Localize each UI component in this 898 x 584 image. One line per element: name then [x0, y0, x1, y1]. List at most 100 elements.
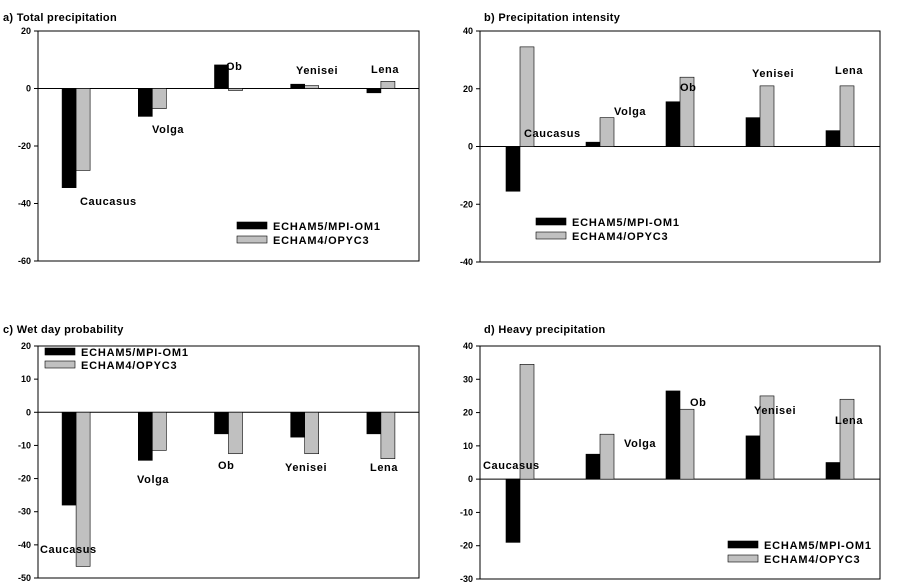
legend-swatch-series-2: [236, 235, 268, 244]
legend-swatch-series-2: [535, 231, 567, 240]
bar-lena-series-1: [366, 88, 382, 94]
y-tick-label: 40: [463, 341, 473, 351]
legend-swatch-series-1: [44, 347, 76, 356]
category-label-lena: Lena: [371, 64, 399, 76]
panel-c-wet-day-probability: c) Wet day probability 20 10 0 -10 -20 -30 -40 -…: [3, 324, 420, 583]
legend-label-series-1: ECHAM5/MPI-OM1: [273, 221, 381, 233]
category-label-volga: Volga: [614, 106, 646, 118]
category-label-caucasus: Caucasus: [40, 544, 97, 556]
category-label-lena: Lena: [835, 65, 863, 77]
y-tick-label: -20: [18, 474, 31, 484]
chart-title: c) Wet day probability: [3, 324, 124, 336]
bar-ob-series-2: [679, 408, 695, 480]
y-tick-label: 20: [463, 408, 473, 418]
bar-lena-series-2: [380, 81, 396, 89]
category-label-yenisei: Yenisei: [296, 65, 338, 77]
y-tick-label: 0: [26, 84, 31, 94]
bar-ob-series-1: [665, 101, 681, 147]
bar-yenisei-series-1: [745, 435, 761, 480]
y-tick-label: -50: [18, 573, 31, 583]
legend-label-series-2: ECHAM4/OPYC3: [273, 235, 369, 247]
bar-yenisei-series-2: [304, 85, 320, 89]
legend-label-series-1: ECHAM5/MPI-OM1: [572, 217, 680, 229]
category-label-ob: Ob: [690, 397, 706, 409]
bar-caucasus-series-1: [61, 88, 77, 188]
category-label-volga: Volga: [152, 124, 184, 136]
bar-lena-series-1: [825, 130, 841, 147]
bar-lena-series-1: [366, 411, 382, 435]
legend-label-series-2: ECHAM4/OPYC3: [81, 360, 177, 372]
y-tick-label: -30: [18, 507, 31, 517]
legend-swatch-series-1: [727, 540, 759, 549]
y-tick-label: -10: [18, 440, 31, 450]
legend-label-series-2: ECHAM4/OPYC3: [572, 231, 668, 243]
category-label-lena: Lena: [835, 415, 863, 427]
bar-caucasus-series-2: [75, 88, 91, 171]
plot-frame: [37, 345, 420, 579]
legend-label-series-1: ECHAM5/MPI-OM1: [81, 347, 189, 359]
y-tick-label: -20: [460, 541, 473, 551]
chart-title: b) Precipitation intensity: [484, 12, 621, 24]
bar-lena-series-1: [825, 462, 841, 480]
bar-lena-series-2: [839, 85, 855, 147]
category-label-yenisei: Yenisei: [752, 68, 794, 80]
bar-volga-series-2: [599, 117, 615, 147]
category-label-ob: Ob: [218, 460, 234, 472]
bar-yenisei-series-1: [745, 117, 761, 147]
legend-swatch-series-2: [44, 360, 76, 369]
y-tick-label: 10: [463, 441, 473, 451]
bar-caucasus-series-2: [75, 411, 91, 567]
bar-volga-series-2: [152, 411, 167, 451]
plot-frame: [479, 345, 881, 580]
y-tick-label: -40: [460, 257, 473, 267]
category-label-caucasus: Caucasus: [483, 460, 540, 472]
y-tick-label: 0: [468, 142, 473, 152]
category-label-caucasus: Caucasus: [80, 196, 137, 208]
category-label-yenisei: Yenisei: [285, 462, 327, 474]
category-label-lena: Lena: [370, 462, 398, 474]
bar-caucasus-series-1: [61, 411, 77, 506]
bar-volga-series-1: [585, 141, 601, 147]
legend-swatch-series-2: [727, 554, 759, 563]
legend-label-series-1: ECHAM5/MPI-OM1: [764, 540, 872, 552]
bar-lena-series-2: [380, 411, 396, 459]
bar-ob-series-2: [679, 76, 695, 147]
bar-ob-series-2: [228, 88, 243, 91]
bar-yenisei-series-1: [290, 83, 306, 89]
category-label-volga: Volga: [137, 474, 169, 486]
y-tick-label: -10: [460, 507, 473, 517]
y-tick-label: 10: [21, 374, 31, 384]
y-tick-label: -20: [18, 141, 31, 151]
bar-caucasus-series-2: [519, 364, 535, 480]
legend-swatch-series-1: [535, 217, 567, 226]
legend-swatch-series-1: [236, 221, 268, 230]
category-label-ob: Ob: [226, 61, 242, 73]
y-tick-label: -20: [460, 199, 473, 209]
bar-yenisei-series-2: [759, 395, 775, 480]
bar-volga-series-1: [138, 411, 153, 461]
bar-volga-series-2: [599, 433, 615, 480]
y-tick-label: 20: [463, 84, 473, 94]
y-tick-label: 0: [468, 474, 473, 484]
bar-caucasus-series-2: [519, 46, 535, 147]
bar-caucasus-series-1: [505, 146, 521, 192]
bar-volga-series-2: [152, 88, 167, 109]
y-tick-label: 40: [463, 26, 473, 36]
bar-lena-series-2: [839, 398, 855, 480]
bar-ob-series-2: [228, 411, 243, 455]
panel-a-total-precipitation: a) Total precipitation 20 0 -20 -40 -60 Caucas…: [3, 12, 420, 266]
bar-yenisei-series-2: [759, 85, 775, 147]
chart-title: d) Heavy precipitation: [484, 324, 606, 336]
bar-ob-series-1: [665, 390, 681, 480]
legend-label-series-2: ECHAM4/OPYC3: [764, 554, 860, 566]
category-label-yenisei: Yenisei: [754, 405, 796, 417]
category-label-volga: Volga: [624, 438, 656, 450]
bar-ob-series-1: [214, 64, 229, 89]
y-tick-label: 30: [463, 374, 473, 384]
bar-ob-series-1: [214, 411, 229, 435]
bar-volga-series-1: [138, 88, 153, 117]
y-tick-label: 20: [21, 26, 31, 36]
y-tick-label: -60: [18, 256, 31, 266]
category-label-caucasus: Caucasus: [524, 128, 581, 140]
